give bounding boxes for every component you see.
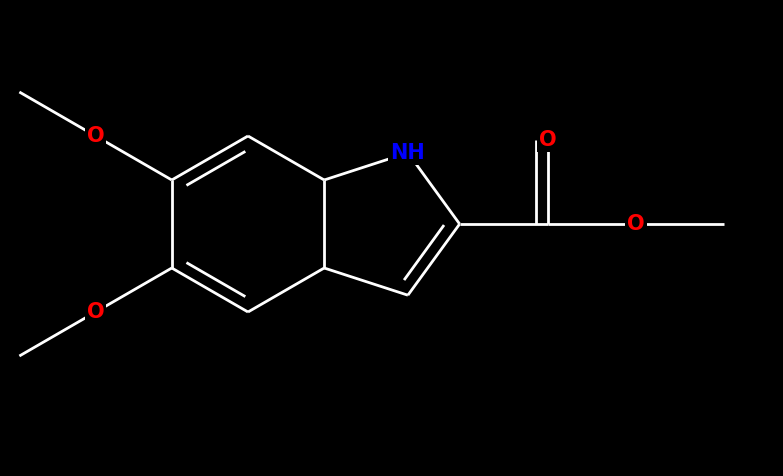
Text: O: O xyxy=(539,130,557,150)
Text: O: O xyxy=(87,302,104,322)
Text: O: O xyxy=(627,214,644,234)
Text: O: O xyxy=(87,126,104,146)
Text: NH: NH xyxy=(391,143,425,163)
